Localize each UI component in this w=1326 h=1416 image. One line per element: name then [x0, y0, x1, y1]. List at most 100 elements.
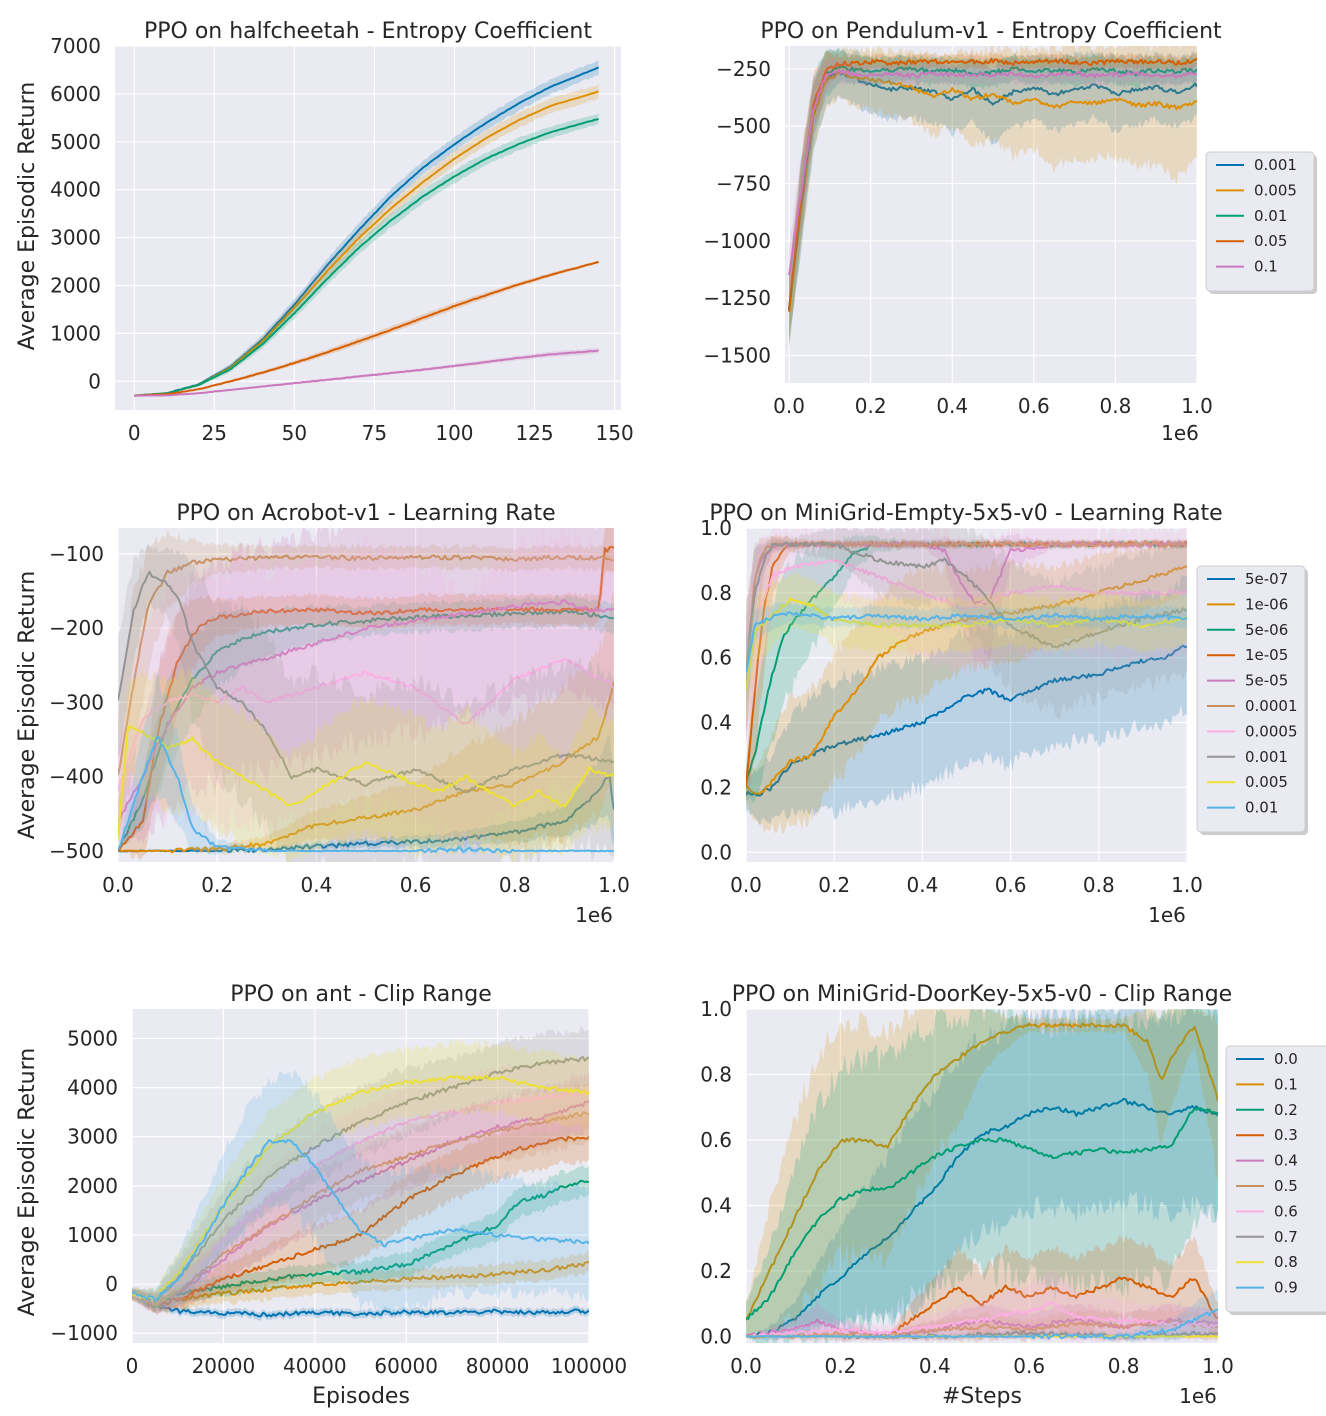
series-line-0.1: [788, 69, 1197, 276]
legend-entry-label: 0.0: [1274, 1050, 1298, 1068]
series-band-0.2: [746, 1009, 1218, 1343]
y-tick-label: −500: [49, 839, 104, 863]
chart-title: PPO on halfcheetah - Entropy Coefficient: [144, 19, 592, 44]
legend-entry-label: 0.8: [1274, 1253, 1298, 1271]
legend-entry-label: 0.0001: [1245, 697, 1298, 715]
series-line-0.1: [132, 1260, 589, 1304]
x-tick-label: 1.0: [598, 873, 630, 897]
legend-entry-label: 1e-06: [1245, 595, 1288, 613]
y-tick-label: −400: [49, 765, 104, 789]
x-tick-label: 0.8: [1108, 1354, 1140, 1378]
x-tick-label: 0.4: [919, 1354, 951, 1378]
y-axis-label: Average Episodic Return: [15, 82, 40, 350]
y-tick-label: 3000: [67, 1125, 118, 1149]
y-tick-label: 0.2: [700, 775, 732, 799]
series-group: [134, 60, 599, 397]
series-line-0.9: [132, 1139, 589, 1302]
y-tick-label: 5000: [67, 1026, 118, 1050]
series-group: [132, 1025, 589, 1321]
x-tick-label: 60000: [374, 1354, 438, 1378]
x-tick-label: 100: [435, 421, 473, 445]
legend-entry-label: 0.005: [1245, 773, 1288, 791]
series-line-0.9: [746, 1308, 1218, 1340]
series-line-0.2: [746, 1107, 1218, 1320]
y-tick-label: −750: [716, 172, 771, 196]
x-tick-label: 0.0: [773, 394, 805, 418]
x-tick-label: 0.6: [1013, 1354, 1045, 1378]
y-tick-label: 0.6: [700, 1128, 732, 1152]
y-tick-label: −300: [49, 690, 104, 714]
series-band-0.8: [132, 1038, 589, 1310]
plot-area: [118, 528, 614, 862]
series-line-0.0005: [118, 658, 614, 792]
series-line-0.6: [746, 1301, 1218, 1339]
series-band-0.6: [132, 1053, 589, 1312]
y-tick-label: 1000: [67, 1223, 118, 1247]
series-line-0.2: [132, 1179, 589, 1307]
x-tick-label: 0.6: [1018, 394, 1050, 418]
x-tick-label: 1.0: [1202, 1354, 1234, 1378]
x-offset-label: 1e6: [1161, 421, 1199, 445]
legend-entry-label: 1e-05: [1245, 646, 1288, 664]
x-tick-label: 0.8: [1100, 394, 1132, 418]
y-tick-label: −1000: [703, 229, 771, 253]
series-band-0.0005: [746, 528, 1187, 738]
x-tick-label: 25: [202, 421, 227, 445]
series-band-5e-06: [118, 594, 614, 851]
x-tick-label: 0: [128, 421, 141, 445]
x-tick-label: 150: [596, 421, 634, 445]
series-band-0.9: [132, 1070, 589, 1320]
y-tick-label: 0.8: [700, 581, 732, 605]
legend-entry-label: 5e-06: [1245, 621, 1288, 639]
chart-panel-3: 0.0 0.2 0.4 0.6 0.8 1.00.00.20.40.60.81.0PPO …: [700, 501, 1308, 927]
y-tick-label: 1000: [50, 321, 101, 345]
legend-box: [1205, 151, 1315, 292]
series-group: [788, 46, 1197, 349]
plot-area: [746, 1009, 1218, 1343]
x-offset-label: 1e6: [1148, 903, 1186, 927]
legend: 5e-07 1e-06 5e-06 1e-05 5e-05 0.0001 0.0005 0.0…: [1196, 565, 1308, 835]
y-tick-label: 0.2: [700, 1259, 732, 1283]
series-band-0.2: [132, 1165, 589, 1313]
x-tick-label: 1.0: [1181, 394, 1213, 418]
series-band-0.01: [789, 49, 1197, 341]
series-band-0.9: [746, 1290, 1218, 1343]
x-offset-label: 1e6: [575, 903, 613, 927]
series-band-0.0005: [118, 528, 614, 856]
legend-entry-label: 0.0005: [1245, 722, 1298, 740]
chart-panel-4: 0 20000 40000 60000 80000 100000 −1000 0 1000 200…: [15, 982, 627, 1409]
y-tick-label: 3000: [50, 226, 101, 250]
series-group: [746, 528, 1187, 834]
chart-panel-2: 0.0 0.2 0.4 0.6 0.8 1.0 −100 −200 −300 −400 −500 PP…: [15, 501, 630, 927]
y-tick-label: 5000: [50, 130, 101, 154]
legend-box: [1225, 1045, 1326, 1313]
x-tick-label: 0.4: [936, 394, 968, 418]
series-band-0.005: [789, 46, 1197, 342]
x-axis-label: #Steps: [942, 1384, 1022, 1409]
series-group: [118, 528, 614, 862]
series-band-0.0: [746, 1009, 1218, 1342]
series-band-0.6: [746, 1268, 1218, 1343]
y-tick-label: 0: [105, 1272, 118, 1296]
legend: 0.001 0.005 0.01 0.05 0.1: [1205, 151, 1317, 294]
y-tick-label: −100: [49, 542, 104, 566]
legend-entry-label: 0.01: [1245, 799, 1278, 817]
legend-entry-label: 0.5: [1274, 1177, 1298, 1195]
legend-entry-label: 5e-07: [1245, 570, 1288, 588]
series-line-0.6: [132, 1090, 589, 1303]
y-tick-label: 4000: [50, 178, 101, 202]
series-line-0.0: [746, 1097, 1218, 1339]
series-line-0.01: [118, 735, 614, 854]
series-band-0.5: [132, 1081, 589, 1315]
y-tick-label: 2000: [67, 1174, 118, 1198]
series-band-0.001: [134, 60, 599, 396]
y-tick-label: −250: [716, 57, 771, 81]
y-tick-label: −200: [49, 616, 104, 640]
x-tick-label: 0.8: [499, 873, 531, 897]
legend-entry-label: 0.005: [1254, 181, 1297, 199]
legend-entry-label: 0.4: [1274, 1152, 1298, 1170]
y-axis-label: Average Episodic Return: [15, 1048, 40, 1316]
x-tick-label: 0.2: [201, 873, 233, 897]
series-line-0.7: [132, 1056, 589, 1303]
y-tick-label: 0.0: [700, 1324, 732, 1348]
